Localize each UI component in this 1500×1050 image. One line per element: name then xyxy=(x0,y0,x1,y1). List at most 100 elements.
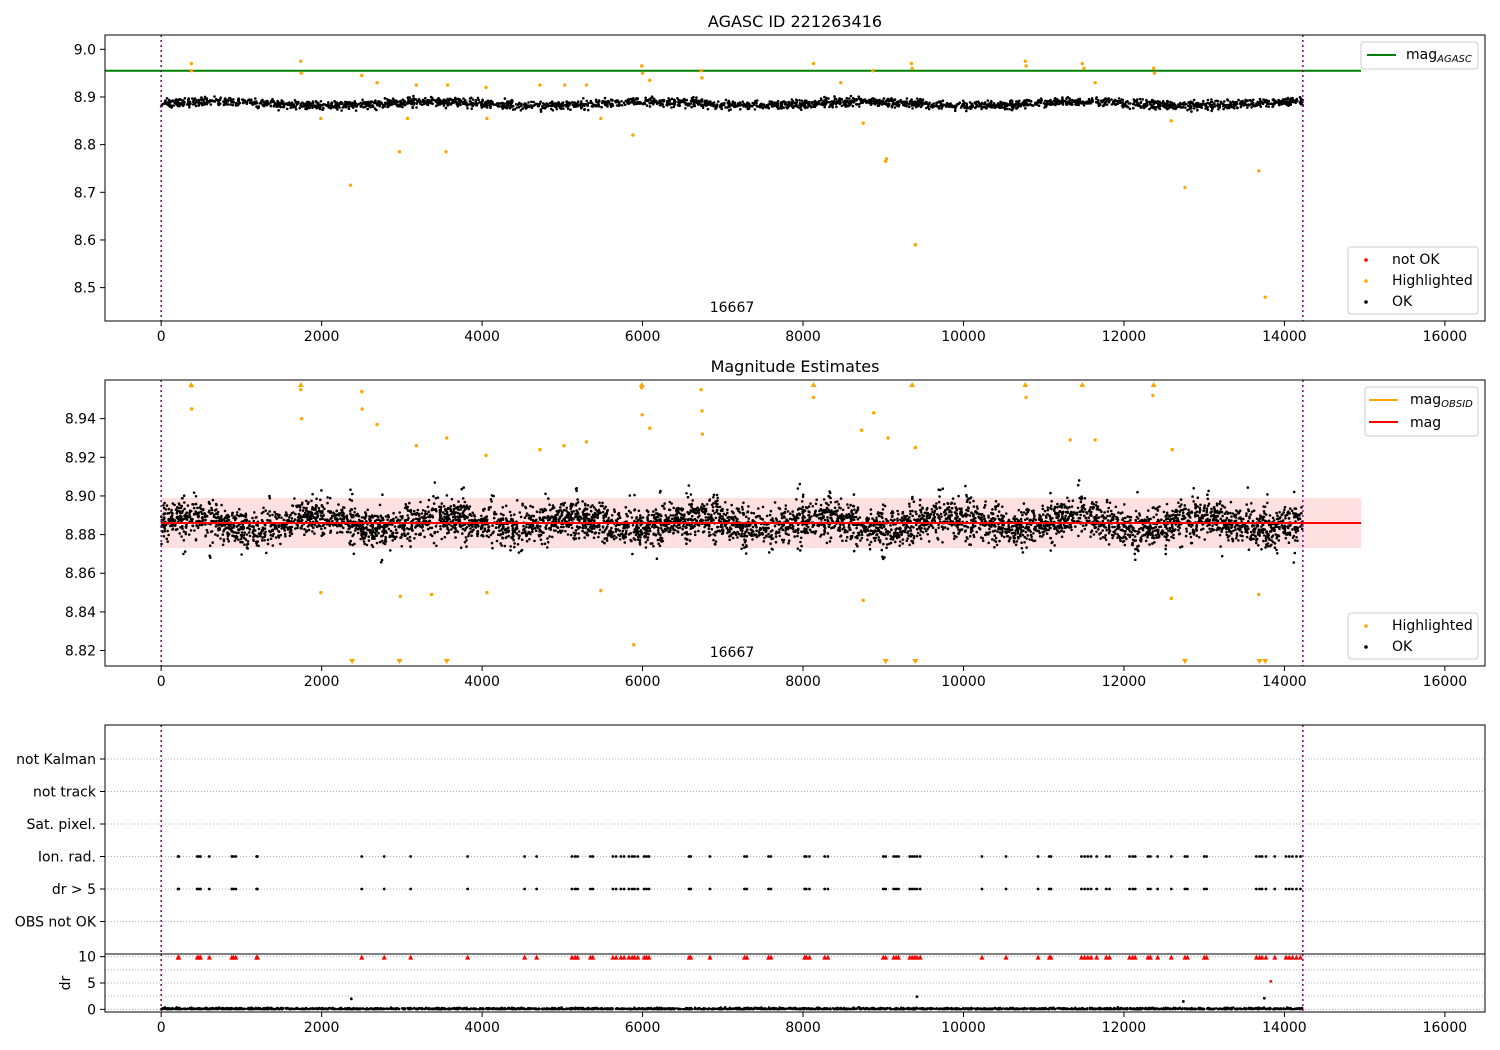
ok-point xyxy=(779,104,783,107)
ok-point xyxy=(440,537,444,541)
ok-point xyxy=(205,102,209,106)
ok-point xyxy=(586,108,590,112)
ok-point xyxy=(1152,515,1155,519)
ok-point xyxy=(1005,107,1009,111)
ok-point xyxy=(754,99,757,103)
ok-point xyxy=(898,544,901,547)
top-ytick-label: 9.0 xyxy=(74,42,96,58)
ok-point xyxy=(1227,539,1230,542)
ok-point xyxy=(465,545,468,548)
ok-point xyxy=(1068,102,1072,106)
ok-point xyxy=(602,519,606,522)
ok-point xyxy=(617,533,620,537)
ok-point xyxy=(970,103,973,106)
ok-point xyxy=(708,102,712,106)
ok-point xyxy=(411,105,414,109)
ok-point xyxy=(768,100,771,103)
ok-point xyxy=(381,106,385,109)
ok-point xyxy=(1252,509,1256,512)
ok-point xyxy=(1206,513,1209,516)
ok-point xyxy=(1227,106,1231,110)
ok-point xyxy=(1043,106,1046,109)
top-legend-lower: not OK Highlighted OK xyxy=(1347,246,1479,315)
ok-point xyxy=(337,104,341,107)
ok-point xyxy=(1220,102,1223,105)
ok-point xyxy=(609,98,613,101)
ok-point xyxy=(618,103,621,107)
top-obsid-label: 16667 xyxy=(710,300,755,316)
ok-point xyxy=(1106,510,1110,513)
ok-point xyxy=(740,547,743,551)
ok-point xyxy=(1296,99,1299,103)
highlighted-point xyxy=(414,83,419,87)
ok-point xyxy=(341,101,344,105)
ok-point xyxy=(816,101,819,105)
ok-point xyxy=(859,539,862,542)
ok-point xyxy=(1293,99,1297,102)
ok-point xyxy=(1192,107,1196,110)
ok-point xyxy=(500,104,504,108)
ok-point xyxy=(1181,106,1185,109)
ok-point xyxy=(1053,99,1056,102)
ok-point xyxy=(343,103,347,106)
ok-point xyxy=(555,107,559,111)
ok-point xyxy=(294,105,298,108)
ok-point xyxy=(966,509,970,513)
ok-point xyxy=(442,100,446,103)
ok-point xyxy=(330,101,334,105)
ok-point xyxy=(527,101,530,104)
ok-point xyxy=(996,530,999,533)
ok-point xyxy=(1184,106,1187,109)
ok-point xyxy=(1210,507,1213,511)
ok-point xyxy=(520,538,524,541)
ok-point xyxy=(853,98,856,101)
ok-point xyxy=(1060,511,1064,514)
ok-point xyxy=(648,105,652,108)
ok-point xyxy=(506,100,509,104)
ok-point xyxy=(248,98,252,102)
ok-point xyxy=(549,104,552,108)
ok-point xyxy=(965,495,968,498)
not-ok-legend-marker xyxy=(1364,258,1368,262)
ok-point xyxy=(192,98,196,101)
ok-point xyxy=(386,105,390,108)
ok-point xyxy=(378,503,382,507)
ok-point xyxy=(1077,103,1080,107)
ok-point xyxy=(1172,102,1176,105)
ok-point xyxy=(1162,103,1165,106)
ok-point xyxy=(269,537,273,541)
ok-point xyxy=(702,104,705,108)
ok-point xyxy=(433,530,437,534)
ok-point xyxy=(1134,558,1137,562)
ok-point xyxy=(398,103,402,106)
ok-point xyxy=(953,104,956,108)
ok-point xyxy=(468,97,472,100)
ok-point xyxy=(272,532,275,536)
ok-point xyxy=(394,528,398,531)
ok-point xyxy=(798,512,801,516)
ok-point xyxy=(1161,99,1165,103)
ok-point xyxy=(715,105,719,108)
ok-point xyxy=(412,98,416,102)
ok-point xyxy=(1104,100,1107,104)
ok-point xyxy=(1107,506,1110,510)
ok-point xyxy=(663,502,666,505)
ok-point xyxy=(1204,102,1207,106)
highlighted-point xyxy=(319,116,323,121)
ok-point xyxy=(1148,107,1151,111)
ok-point xyxy=(908,505,911,508)
ok-point xyxy=(893,98,897,101)
highlighted-point xyxy=(360,73,364,78)
ok-point xyxy=(1110,98,1113,101)
ok-point xyxy=(273,510,276,514)
ok-point xyxy=(911,103,914,106)
ok-point xyxy=(1024,107,1027,110)
ok-point xyxy=(1257,101,1261,105)
ok-point xyxy=(1245,535,1249,539)
ok-point xyxy=(1067,499,1071,503)
ok-legend-label: OK xyxy=(1392,294,1413,310)
ok-point xyxy=(679,99,682,102)
ok-point xyxy=(1250,106,1253,109)
ok-point xyxy=(1228,103,1232,106)
ok-point xyxy=(1107,99,1111,103)
